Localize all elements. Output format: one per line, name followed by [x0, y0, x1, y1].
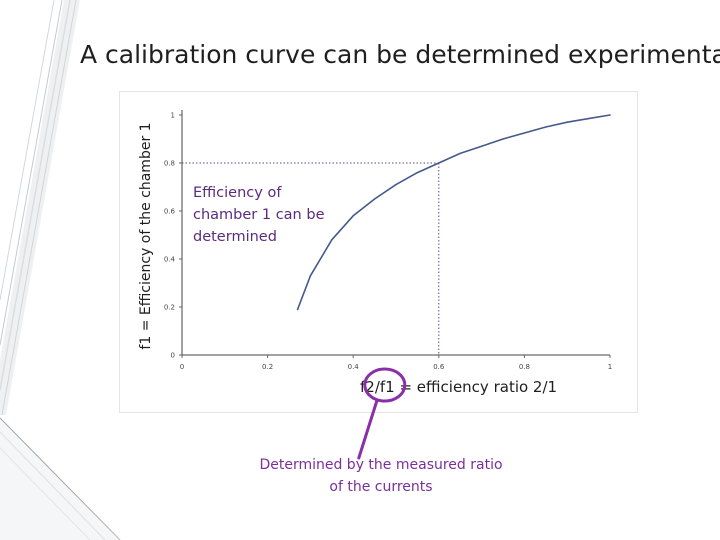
- curve-point: [309, 275, 311, 277]
- curve-point: [438, 162, 440, 164]
- x-axis-label: f2/f1 = efficiency ratio 2/1: [360, 378, 558, 396]
- y-tick-label-4: 0.8: [164, 160, 175, 168]
- curve-point: [331, 239, 333, 241]
- calibration-chart: 0 0.2 0.4 0.6 0.8 1 0 0.2 0.4 0.6 0.8 1: [164, 110, 612, 371]
- curve-point: [395, 184, 397, 186]
- x-tick-label-0: 0: [180, 363, 184, 371]
- x-tick-label-4: 0.8: [519, 363, 530, 371]
- corner-lines: [0, 0, 121, 540]
- plot-panel: 0 0.2 0.4 0.6 0.8 1 0 0.2 0.4 0.6 0.8 1: [120, 92, 637, 412]
- y-tick-label-0: 0: [171, 352, 175, 360]
- y-axis-label: f1 = Efficiency of the chamber 1: [138, 122, 154, 350]
- curve-point: [545, 126, 547, 128]
- x-tick-label-5: 1: [608, 363, 612, 371]
- y-tick-label-1: 0.2: [164, 304, 175, 312]
- x-tick-label-3: 0.6: [433, 363, 445, 371]
- curve-point: [416, 172, 418, 174]
- curve-point: [502, 138, 504, 140]
- curve-point: [588, 118, 590, 120]
- curve-point: [481, 145, 483, 147]
- curve-point: [352, 215, 354, 217]
- y-tick-label-3: 0.6: [164, 208, 176, 216]
- slide-title: A calibration curve can be determined ex…: [80, 40, 720, 69]
- y-tick-label-2: 0.4: [164, 256, 176, 264]
- curve-point: [566, 121, 568, 123]
- curve-point: [459, 152, 461, 154]
- curve-point: [374, 198, 376, 200]
- measured-ratio-callout: Determined by the measured ratio of the …: [259, 457, 503, 495]
- calibration-curve: [296, 114, 611, 311]
- y-tick-label-5: 1: [171, 112, 175, 120]
- x-tick-label-1: 0.2: [262, 363, 273, 371]
- x-tick-label-2: 0.4: [348, 363, 360, 371]
- efficiency-annotation: Efficiency of chamber 1 can be determine…: [193, 185, 325, 245]
- curve-point: [296, 308, 299, 310]
- curve-point: [609, 114, 611, 116]
- curve-point: [523, 132, 525, 134]
